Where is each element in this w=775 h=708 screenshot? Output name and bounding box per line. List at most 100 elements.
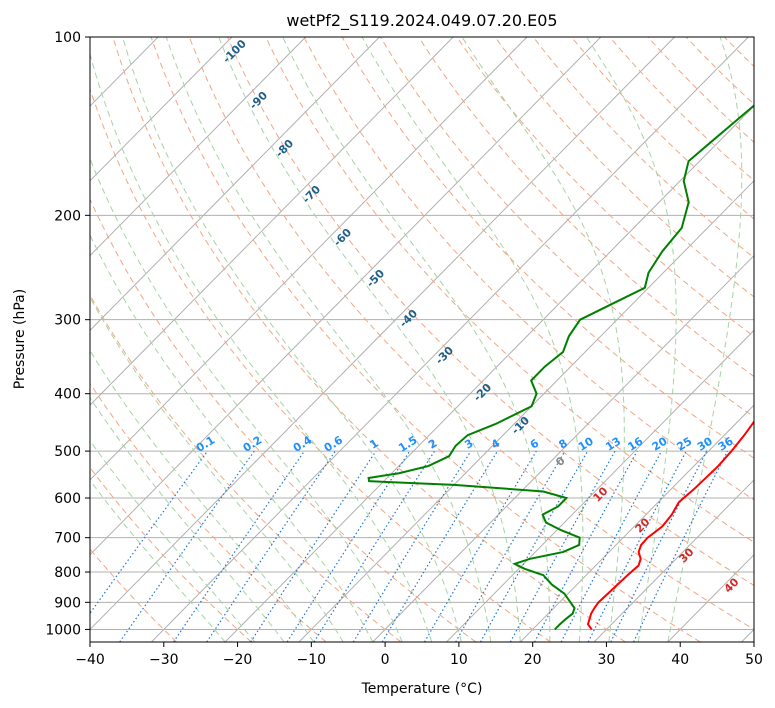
y-axis-title: Pressure (hPa) (12, 289, 28, 389)
isotherm-line (151, 37, 749, 642)
x-tick-label: 50 (745, 652, 763, 668)
mixing-ratio-line (381, 450, 498, 642)
dry-adiabat-label: 30 (677, 545, 697, 565)
x-tick-label: −40 (75, 652, 105, 668)
axes: −40 −30 −20 −10 0 10 20 30 40 5010020030040050060… (45, 30, 763, 668)
moist-adiabat-line (122, 37, 462, 642)
isotherm-line (90, 37, 307, 257)
dewpoint-line (367, 104, 754, 631)
isotherm-line (372, 254, 754, 642)
plot-frame (89, 36, 755, 643)
mixing-ratio-label: 6 (528, 436, 542, 451)
x-tick-label: 20 (524, 652, 542, 668)
dry-adiabat-label: -30 (433, 344, 456, 367)
isotherm-line (90, 37, 233, 182)
moist-adiabat-line (90, 439, 256, 642)
dry-adiabat-label: -40 (397, 307, 420, 330)
dry-adiabat-line (647, 37, 754, 143)
y-tick-label: 400 (54, 387, 81, 403)
moist-adiabat-line (282, 37, 551, 642)
dry-adiabat-label: -100 (220, 37, 249, 66)
y-tick-label: 800 (54, 565, 81, 581)
dry-adiabat-line (532, 37, 754, 259)
mixing-ratio-line (534, 450, 638, 642)
moist-adiabat-line (218, 37, 521, 642)
mixing-ratio-line (610, 450, 708, 642)
dry-adiabat-line (456, 37, 754, 338)
dry-adiabat-line (90, 294, 402, 642)
mixing-ratio-line (90, 450, 208, 615)
isotherm-line (90, 37, 454, 406)
mixing-ratio-line (633, 450, 729, 642)
moist-adiabat-line (90, 479, 226, 642)
mixing-ratio-line (509, 450, 616, 642)
dry-adiabat-line (571, 37, 754, 220)
x-tick-label: 40 (671, 652, 689, 668)
mixing-ratio-label: 1.5 (396, 433, 419, 454)
profile-lines (367, 104, 754, 631)
mixing-ratio-label: 2 (426, 437, 439, 452)
y-tick-label: 200 (54, 208, 81, 224)
isotherm-line (0, 37, 11, 642)
mixing-ratio-line (313, 450, 436, 642)
y-tick-label: 600 (54, 491, 81, 507)
x-tick-label: −30 (149, 652, 179, 668)
mixing-ratio-label: 4 (489, 436, 503, 451)
mixing-ratio-line (479, 450, 589, 642)
temperature-line (586, 420, 754, 631)
isotherm-line (519, 404, 754, 642)
y-tick-label: 500 (54, 444, 81, 460)
x-tick-label: −20 (223, 652, 253, 668)
isotherm-line (90, 37, 380, 332)
dry-adiabat-label: -60 (331, 226, 354, 249)
mixing-ratio-line (206, 450, 336, 642)
moist-adiabat-line (90, 157, 403, 642)
y-tick-label: 1000 (45, 622, 81, 638)
mixing-ratio-line (119, 450, 255, 642)
mixing-ratio-line (250, 450, 377, 642)
isotherm-line (90, 37, 528, 481)
dry-adiabat-line (90, 466, 252, 642)
dry-adiabat-line (341, 37, 754, 459)
y-tick-label: 700 (54, 531, 81, 547)
y-tick-label: 100 (54, 30, 81, 46)
dry-adiabat-label: -70 (300, 183, 323, 206)
moist-adiabat-line (90, 396, 285, 642)
mixing-ratio-label: 0.1 (194, 433, 217, 454)
moist-adiabat-line (90, 349, 315, 642)
dry-adiabat-line (112, 37, 626, 642)
mixing-ratio-line (587, 450, 687, 642)
dry-adiabat-line (303, 37, 754, 501)
isotherm-line (90, 37, 675, 631)
dry-adiabat-line (90, 87, 551, 642)
x-tick-label: 0 (381, 652, 390, 668)
dry-adiabat-label: -20 (471, 381, 494, 404)
x-axis-title: Temperature (°C) (361, 681, 483, 697)
mixing-ratio-line (424, 450, 537, 642)
dry-adiabat-label: -90 (247, 89, 270, 112)
dry-adiabat-line (379, 37, 754, 418)
dry-adiabat-line (227, 37, 754, 587)
line-labels: 0.1 0.2 0.4 0.6 1 1.5 2 3 4 6 8 10 13 16 20 25 30 36-100-… (194, 37, 742, 596)
moist-adiabat-line (667, 37, 743, 642)
dry-adiabat-line (90, 198, 477, 642)
dry-adiabat-label: -80 (273, 137, 296, 160)
isotherm-line (90, 37, 602, 556)
mixing-ratio-line (352, 450, 472, 642)
x-tick-label: −10 (297, 652, 327, 668)
x-tick-label: 30 (598, 652, 616, 668)
mixing-ratio-line (173, 450, 305, 642)
moist-adiabat-line (90, 296, 344, 642)
dry-adiabat-label: 10 (591, 484, 611, 504)
chart-title: wetPf2_S119.2024.049.07.20.E05 (286, 11, 557, 31)
dry-adiabat-label: 40 (722, 575, 742, 595)
dry-adiabat-line (609, 37, 754, 182)
dry-adiabat-label: -10 (509, 414, 532, 437)
x-tick-label: 10 (450, 652, 468, 668)
moist-adiabat-line (586, 37, 677, 642)
dry-adiabat-line (418, 37, 754, 378)
isotherm-line (446, 329, 754, 642)
moist-adiabat-line (165, 37, 492, 642)
y-tick-label: 300 (54, 313, 81, 329)
